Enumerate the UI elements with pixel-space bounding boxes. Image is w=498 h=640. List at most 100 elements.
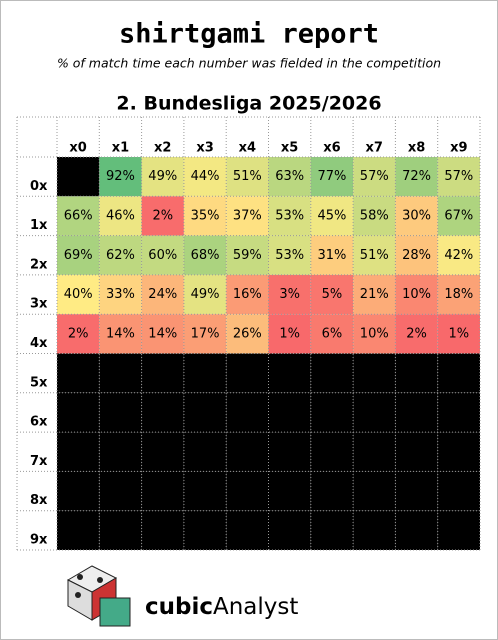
cell [226,314,269,354]
cell-label: 69% [64,248,93,263]
cell [268,432,311,472]
cell [141,353,184,393]
cell-label: 6% [322,326,343,341]
logo-regular: Analyst [213,594,298,620]
cell [268,510,311,550]
cell [353,314,396,354]
cell-label: 60% [148,248,177,263]
cell [268,471,311,511]
cell [57,510,100,550]
cell [183,235,227,275]
cell [183,510,227,550]
cell-label: 66% [64,208,93,223]
cell [310,314,354,354]
x-label: x1 [112,141,129,156]
cell [310,510,354,550]
cell-label: 1% [279,326,300,341]
cell [395,196,438,236]
x-label: x9 [450,141,467,156]
cell-label: 18% [444,287,473,302]
cell [141,314,184,354]
cell-label: 68% [191,248,220,263]
cell [268,196,311,236]
cell [353,432,396,472]
cell-label: 33% [106,287,135,302]
cell [226,353,269,393]
cell-label: 49% [148,169,177,184]
cell [99,510,142,550]
y-label: 9x [30,533,48,548]
cell [226,471,269,511]
cell [226,196,269,236]
x-label: x0 [69,141,86,156]
cell [99,274,142,315]
cell [226,235,269,275]
cell-label: 2% [152,208,173,223]
y-label: 1x [30,218,48,233]
cell [395,235,438,275]
x-label: x3 [196,141,213,156]
cell [437,353,480,393]
cell [353,471,396,511]
cell-label: 24% [148,287,177,302]
cell [437,471,480,511]
cell [141,392,184,433]
cell [395,274,438,315]
cell [310,235,354,275]
cell-label: 1% [449,326,470,341]
cell [226,392,269,433]
cell [183,432,227,472]
cell [268,274,311,315]
cell [310,196,354,236]
logo-bold: cubic [145,594,213,620]
cell [437,196,480,236]
cell [57,274,100,315]
cell [437,274,480,315]
y-label: 2x [30,257,48,272]
logo-text: cubicAnalyst [145,594,298,620]
cell [99,235,142,275]
x-label: x7 [366,141,383,156]
cell [353,510,396,550]
cell [437,157,480,197]
cell-label: 28% [402,248,431,263]
cell [310,392,354,433]
cell [310,353,354,393]
cell-label: 53% [275,208,304,223]
subtitle: % of match time each number was fielded … [57,56,441,71]
cell [395,392,438,433]
cell-label: 51% [233,169,262,184]
cell [310,432,354,472]
cell [99,196,142,236]
cell [57,235,100,275]
cell-label: 3% [279,287,300,302]
cell-label: 16% [233,287,262,302]
x-label: x4 [239,141,256,156]
cell-label: 26% [233,326,262,341]
cell-label: 53% [275,248,304,263]
cell-label: 17% [191,326,220,341]
x-label: x8 [408,141,425,156]
cell [183,157,227,197]
logo: cubicAnalyst [66,565,298,627]
cell [226,510,269,550]
cell [183,274,227,315]
cell [99,432,142,472]
cell-label: 5% [322,287,343,302]
cell-label: 46% [106,208,135,223]
cell [395,510,438,550]
cell [141,157,184,197]
cell-label: 35% [191,208,220,223]
cell [310,157,354,197]
cell-label: 10% [402,287,431,302]
cell [57,353,100,393]
y-label: 7x [30,454,48,469]
cell-label: 92% [106,169,135,184]
cell [226,157,269,197]
cell [353,196,396,236]
cell-label: 77% [317,169,346,184]
y-label: 8x [30,493,48,508]
cell-label: 2% [406,326,427,341]
cell [310,274,354,315]
cell [310,471,354,511]
